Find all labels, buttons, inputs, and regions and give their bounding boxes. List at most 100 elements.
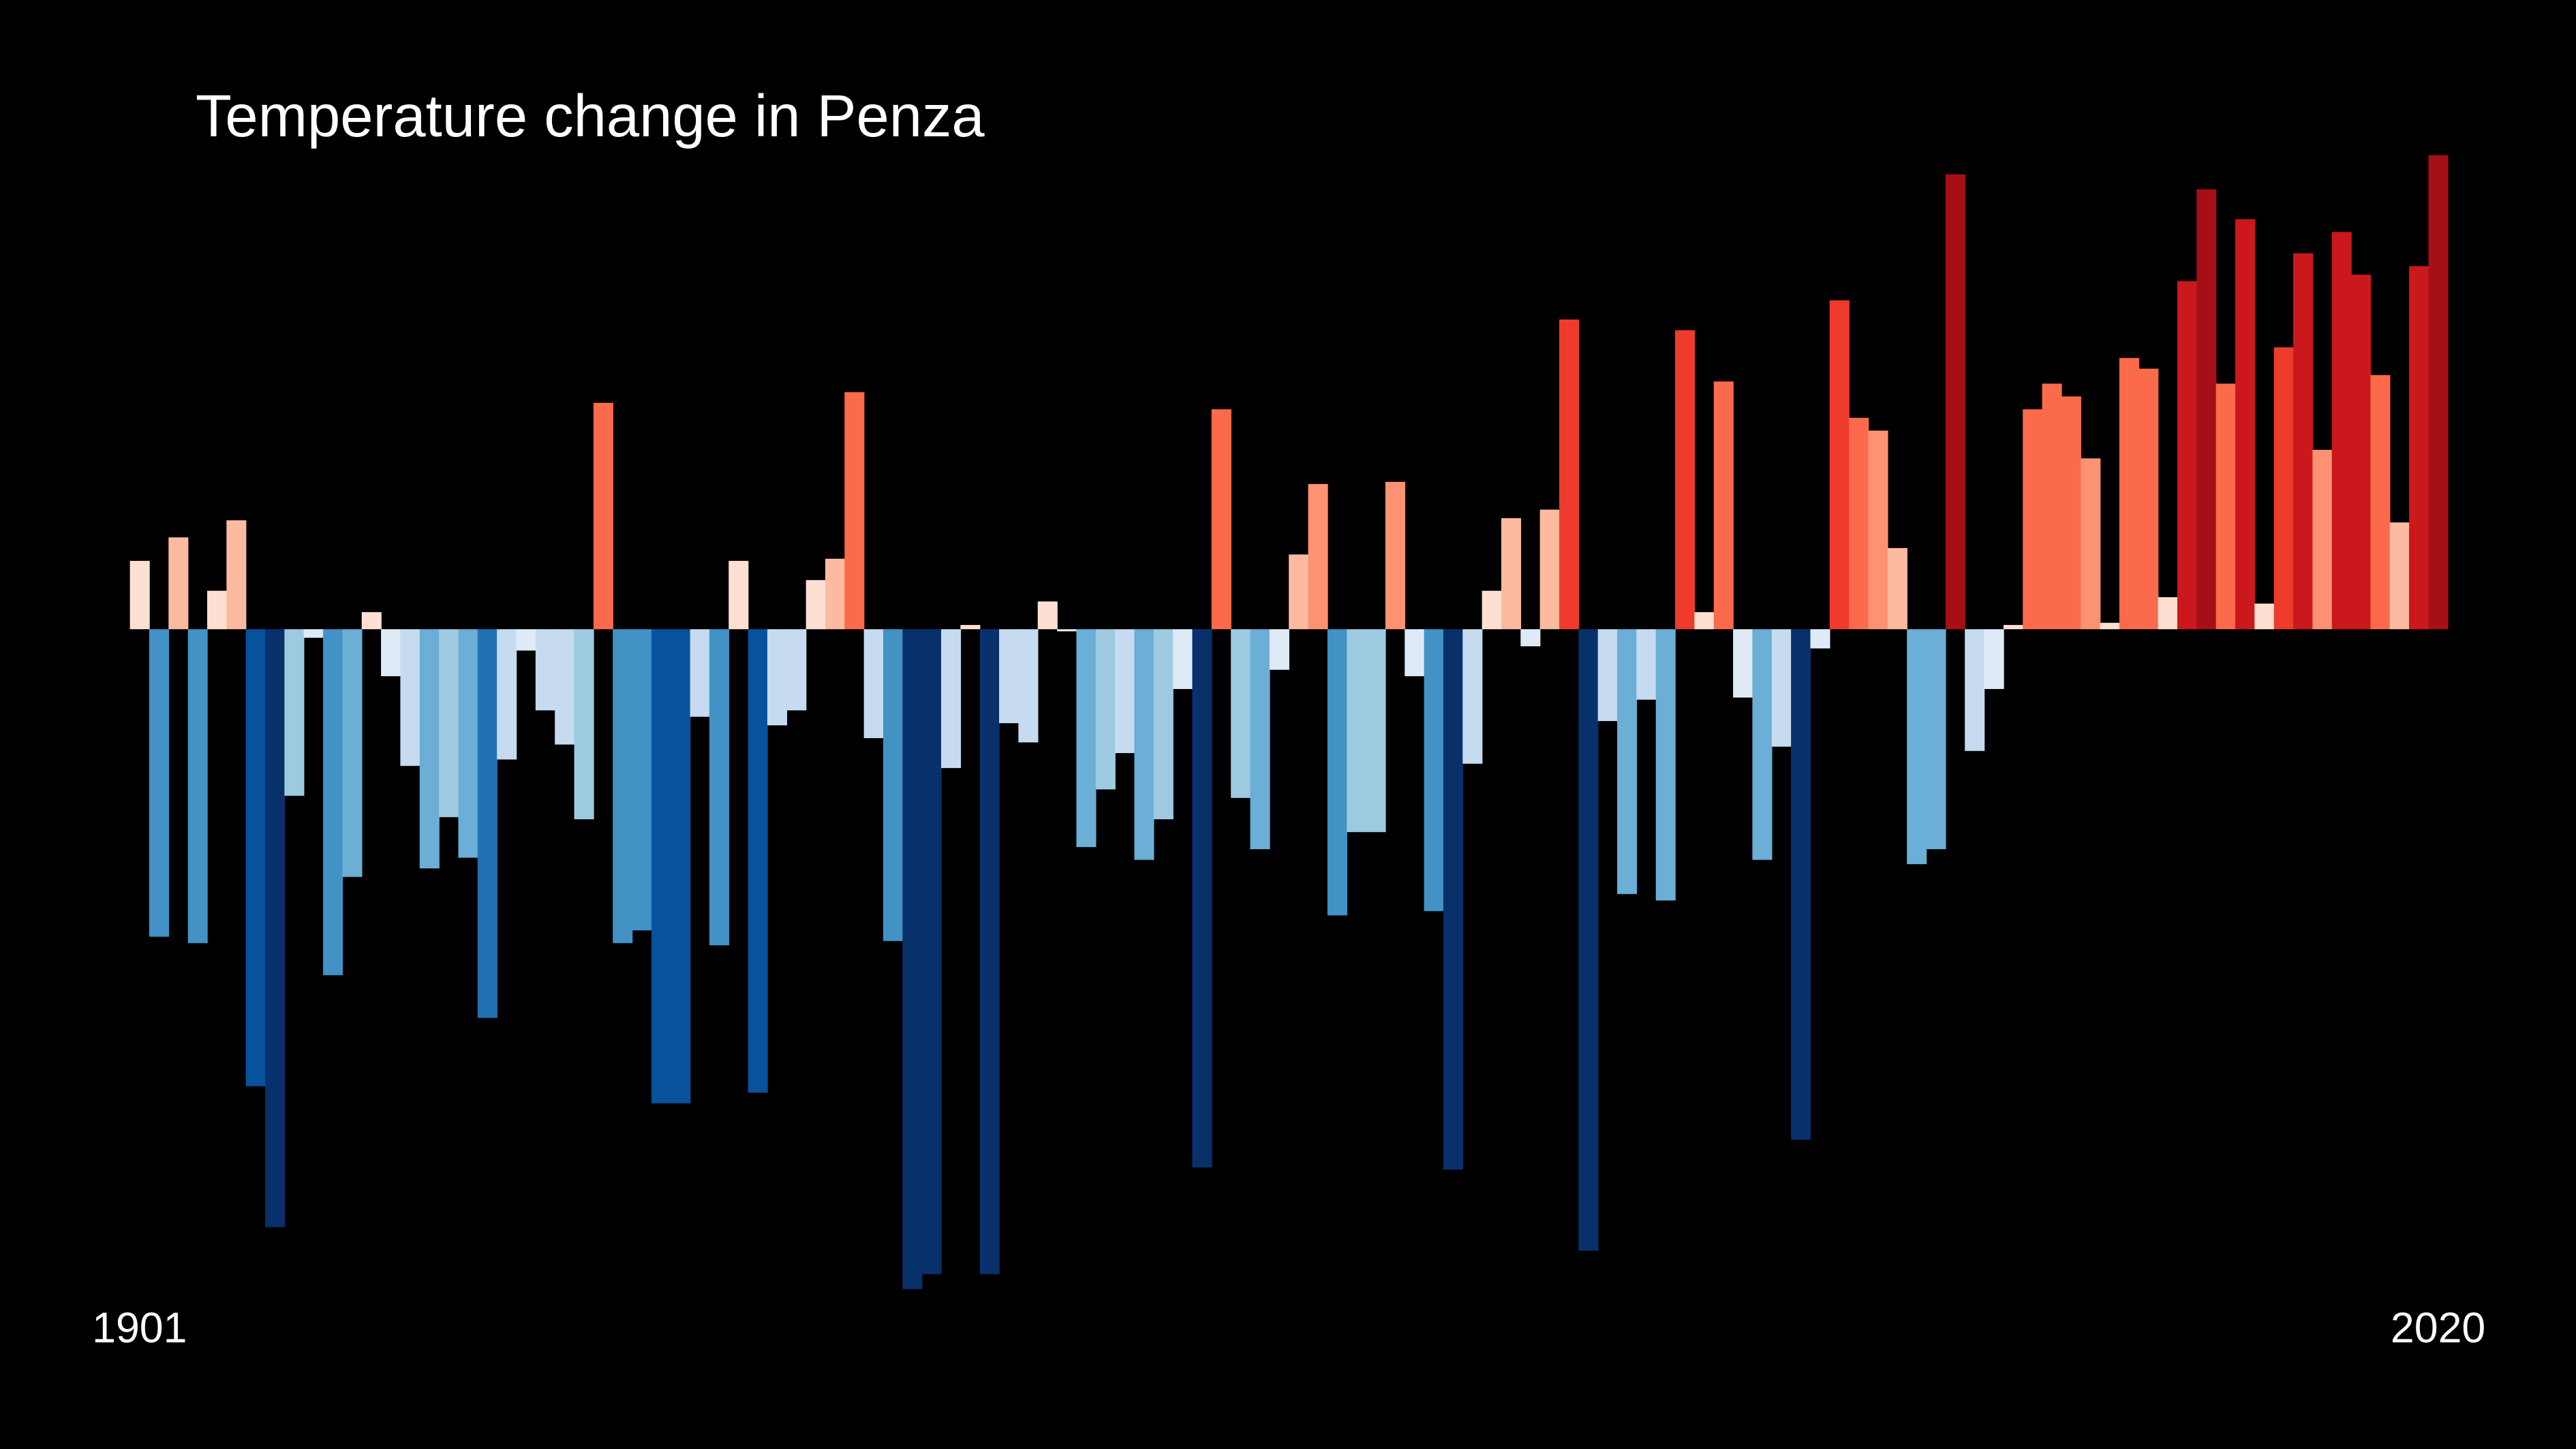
- bar: [632, 629, 652, 931]
- bar: [1926, 629, 1946, 849]
- bar: [1405, 629, 1425, 677]
- bar: [168, 537, 189, 630]
- bar: [1231, 629, 1251, 798]
- bar: [2023, 409, 2043, 630]
- bar: [265, 629, 286, 1227]
- bar: [1250, 629, 1270, 849]
- bar: [497, 629, 517, 760]
- bar: [245, 629, 266, 1086]
- bar: [1095, 629, 1116, 790]
- bar: [767, 629, 788, 726]
- bar: [1578, 629, 1599, 1251]
- bar: [574, 629, 594, 820]
- bar: [671, 629, 691, 1103]
- bar: [690, 629, 710, 717]
- bar: [1617, 629, 1638, 894]
- chart-title: Temperature change in Penza: [196, 83, 985, 149]
- bar: [593, 403, 613, 630]
- bar: [516, 629, 536, 651]
- bar: [806, 580, 826, 630]
- bar: [2331, 232, 2352, 630]
- bar: [2158, 597, 2178, 630]
- bar: [1482, 590, 1502, 630]
- bar: [786, 629, 807, 711]
- bar: [1636, 629, 1657, 700]
- bar: [458, 629, 478, 858]
- bar: [1713, 381, 1734, 630]
- bar: [1945, 174, 1965, 630]
- bar: [1965, 629, 1985, 751]
- x-tick-label: 2020: [2391, 1304, 2485, 1352]
- bar: [1289, 554, 1309, 630]
- bar: [535, 629, 555, 711]
- bar: [2235, 219, 2256, 630]
- bar: [1868, 430, 1888, 630]
- bar: [439, 629, 459, 817]
- bar: [1791, 629, 1811, 1140]
- bar: [1115, 629, 1135, 753]
- bar: [825, 558, 846, 630]
- bar: [2293, 253, 2314, 630]
- bar: [2003, 624, 2023, 630]
- bar: [303, 629, 324, 638]
- bar: [1443, 629, 1464, 1170]
- bar: [1211, 409, 1231, 630]
- bar: [1037, 601, 1058, 630]
- bar: [2061, 396, 2081, 630]
- bar: [1733, 629, 1753, 698]
- bar: [748, 629, 768, 1093]
- bar: [2254, 603, 2275, 630]
- bar: [2215, 383, 2236, 630]
- bar: [342, 629, 363, 877]
- bar: [1327, 629, 1347, 916]
- bar: [999, 629, 1019, 724]
- bar: [1385, 481, 1405, 630]
- bar: [1655, 629, 1676, 901]
- bar: [2177, 281, 2198, 630]
- bar: [1269, 629, 1289, 670]
- bar: [2428, 155, 2449, 630]
- bar: [1694, 612, 1715, 630]
- bar: [1810, 629, 1830, 649]
- bar: [651, 629, 671, 1103]
- bar: [921, 629, 942, 1275]
- bar: [1539, 509, 1560, 630]
- bar: [1057, 629, 1077, 632]
- bar: [361, 612, 382, 630]
- bar: [2100, 622, 2120, 630]
- bar: [1018, 629, 1039, 743]
- bar: [2196, 189, 2217, 630]
- bar: [709, 629, 729, 945]
- bar: [1347, 629, 1367, 832]
- bar: [477, 629, 497, 1018]
- bar: [1829, 300, 1850, 630]
- bar: [902, 629, 923, 1290]
- bar: [941, 629, 962, 768]
- bar: [2119, 358, 2140, 630]
- bar: [1308, 484, 1328, 630]
- bar: [1984, 629, 2004, 689]
- bar: [1153, 629, 1174, 820]
- bar: [207, 590, 228, 630]
- bar: [1907, 629, 1927, 864]
- bar: [1887, 548, 1907, 630]
- bar: [1520, 629, 1541, 647]
- bar: [1134, 629, 1154, 860]
- bar: [729, 560, 749, 630]
- bar: [883, 629, 904, 941]
- bar: [2042, 383, 2062, 630]
- bar: [2138, 368, 2159, 630]
- bar: [1366, 629, 1386, 832]
- bar: [1173, 629, 1193, 689]
- bar: [1462, 629, 1483, 764]
- bar: [419, 629, 440, 869]
- bar: [863, 629, 884, 739]
- bar: [2409, 266, 2429, 630]
- bar: [2389, 522, 2410, 630]
- bar: [1559, 319, 1580, 630]
- bar: [129, 560, 150, 630]
- bar: [2312, 449, 2333, 630]
- bar: [1597, 629, 1618, 721]
